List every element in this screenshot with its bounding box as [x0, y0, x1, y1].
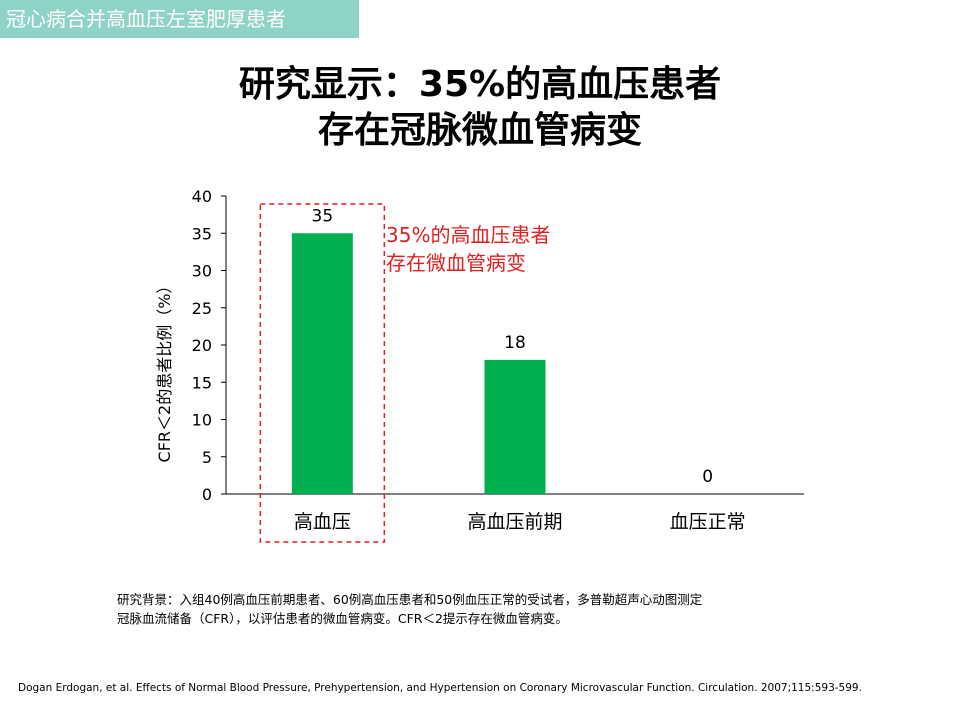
- y-tick-label: 25: [192, 299, 212, 318]
- background-note: 研究背景：入组40例高血压前期患者、60例高血压患者和50例血压正常的受试者，多…: [117, 590, 877, 628]
- y-tick-label: 40: [192, 187, 212, 206]
- annotation-line-1: 35%的高血压患者: [386, 223, 550, 247]
- y-tick-label: 35: [192, 224, 212, 243]
- title-line-1: 研究显示：35%的高血压患者: [238, 64, 722, 105]
- page-title: 研究显示：35%的高血压患者 存在冠脉微血管病变: [0, 62, 960, 154]
- bar-1: [291, 233, 353, 494]
- y-axis-label: CFR＜2的患者比例（%）: [155, 278, 174, 463]
- category-label-1: 高血压: [294, 511, 351, 533]
- y-tick-label: 15: [192, 373, 212, 392]
- data-labels: 35 18 0: [312, 206, 714, 487]
- title-line-2: 存在冠脉微血管病变: [317, 110, 642, 151]
- y-tick-label: 10: [192, 411, 212, 430]
- highlight-box: [259, 203, 386, 543]
- citation: Dogan Erdogan, et al. Effects of Normal …: [18, 682, 862, 694]
- background-note-line-2: 冠脉血流储备（CFR），以评估患者的微血管病变。CFR＜2提示存在微血管病变。: [117, 611, 568, 626]
- y-tick-label: 20: [192, 336, 212, 355]
- data-label-3: 0: [702, 467, 713, 487]
- bar-2: [484, 359, 546, 494]
- background-note-line-1: 研究背景：入组40例高血压前期患者、60例高血压患者和50例血压正常的受试者，多…: [117, 592, 703, 607]
- y-tick-label: 0: [202, 485, 212, 504]
- y-tick-label: 5: [202, 448, 212, 467]
- category-label-2: 高血压前期: [467, 511, 562, 533]
- section-tag: 冠心病合并高血压左室肥厚患者: [0, 0, 359, 38]
- y-tick-label: 30: [192, 262, 212, 281]
- data-label-1: 35: [312, 206, 334, 226]
- data-label-2: 18: [504, 333, 526, 353]
- category-label-3: 血压正常: [670, 511, 746, 533]
- y-axis: 0 5 10 15 20 25 30 35 40: [192, 187, 227, 504]
- bars: [291, 233, 546, 494]
- annotation-line-2: 存在微血管病变: [386, 251, 526, 275]
- x-axis: 高血压 高血压前期 血压正常: [226, 493, 804, 533]
